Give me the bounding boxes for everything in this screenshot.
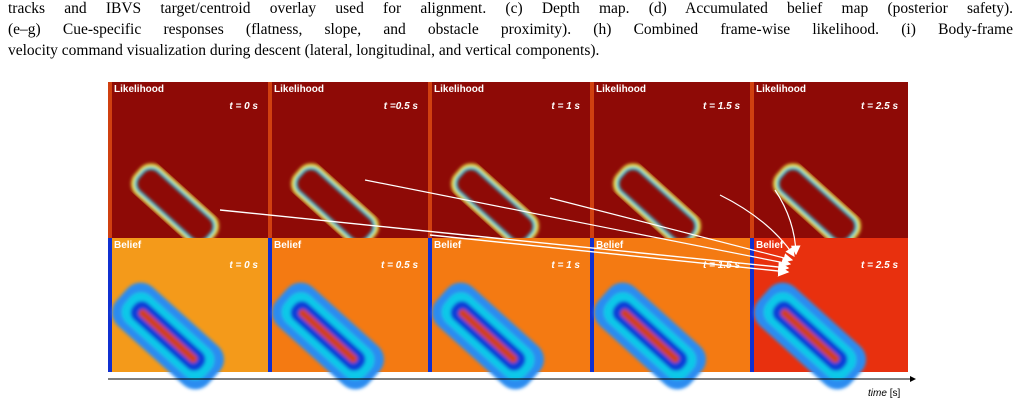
left-strip <box>590 238 594 372</box>
shape-inner <box>138 309 198 363</box>
heatmap-panel: Likelihood t = 0 s <box>108 82 268 247</box>
caption-line: (e–g) Cue-specific responses (flatness, … <box>8 21 1013 38</box>
panel-bg <box>268 82 428 238</box>
panel-label: Likelihood <box>596 84 646 95</box>
shape-outer <box>773 163 861 247</box>
heatmap-panel: Belief t = 0.5 s <box>268 238 428 390</box>
shape-ring <box>454 166 536 244</box>
shape-ring <box>616 166 698 244</box>
shape-ring <box>134 166 216 244</box>
obstacle-shape <box>773 163 861 247</box>
panel-label: Likelihood <box>756 84 806 95</box>
axis-arrowhead <box>910 376 916 382</box>
left-strip <box>428 82 432 238</box>
caption-line: velocity command visualization during de… <box>8 42 600 59</box>
left-strip <box>750 238 754 372</box>
panel-time: t = 0 s <box>229 260 258 271</box>
shape-ring <box>776 166 858 244</box>
shape-inner <box>458 309 518 363</box>
obstacle-shape <box>271 282 385 390</box>
heatmap-panel: Likelihood t = 1.5 s <box>590 82 750 247</box>
shape-inner <box>298 309 358 363</box>
obstacle-shape <box>753 282 867 390</box>
shape-outer <box>613 163 701 247</box>
panel-time: t =0.5 s <box>384 101 419 112</box>
panel-time: t = 1 s <box>551 101 580 112</box>
shape-inner <box>620 309 680 363</box>
heatmap-panel: Belief t = 2.5 s <box>750 238 908 390</box>
arrows <box>219 179 801 277</box>
left-strip <box>750 82 754 238</box>
obstacle-shape <box>613 163 701 247</box>
obstacle-shape <box>111 282 225 390</box>
left-strip <box>268 82 272 238</box>
axis-label: time [s] <box>868 388 900 399</box>
left-strip <box>108 238 112 372</box>
obstacle-shape <box>451 163 539 247</box>
left-strip <box>590 82 594 238</box>
panel-time: t = 2.5 s <box>861 260 898 271</box>
shape-outer <box>451 163 539 247</box>
obstacle-shape <box>431 282 545 390</box>
panel-label: Belief <box>114 240 142 251</box>
panel-time: t = 1 s <box>551 260 580 271</box>
panel-bg <box>428 82 590 238</box>
shape-ring <box>294 166 376 244</box>
shape-outer <box>131 163 219 247</box>
left-strip <box>108 82 112 238</box>
panel-label: Likelihood <box>114 84 164 95</box>
panel-bg <box>590 82 750 238</box>
shape-inner <box>780 309 840 363</box>
axis-unit: [s] <box>890 388 901 399</box>
heatmap-panel: Likelihood t = 2.5 s <box>750 82 908 247</box>
left-strip <box>428 238 432 372</box>
panel-label: Belief <box>596 240 624 251</box>
panel-label: Belief <box>756 240 784 251</box>
obstacle-shape <box>131 163 219 247</box>
heatmap-panel: Likelihood t = 1 s <box>428 82 590 247</box>
heatmap-panel: Likelihood t =0.5 s <box>268 82 428 247</box>
panel-label: Belief <box>274 240 302 251</box>
obstacle-shape <box>291 163 379 247</box>
caption-line: tracks and IBVS target/centroid overlay … <box>8 0 1013 17</box>
panel-time: t = 0.5 s <box>381 260 418 271</box>
heatmap-panel: Belief t = 0 s <box>108 238 268 390</box>
panel-time: t = 2.5 s <box>861 101 898 112</box>
obstacle-shape <box>593 282 707 390</box>
shape-outer <box>291 163 379 247</box>
panel-time: t = 0 s <box>229 101 258 112</box>
left-strip <box>268 238 272 372</box>
panel-time: t = 1.5 s <box>703 101 740 112</box>
axis-name: time <box>868 388 887 399</box>
panel-bg <box>750 82 908 238</box>
panel-label: Likelihood <box>434 84 484 95</box>
panel-label: Likelihood <box>274 84 324 95</box>
heatmap-panel: Belief t = 1 s <box>428 238 590 390</box>
panel-label: Belief <box>434 240 462 251</box>
